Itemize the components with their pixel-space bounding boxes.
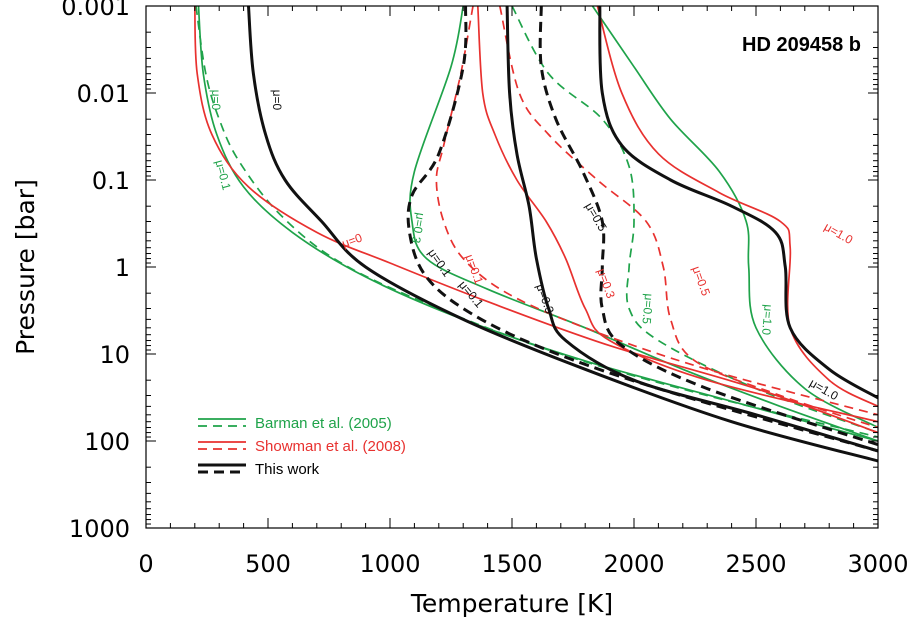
series-line-showman-7 (476, 6, 878, 423)
curve-label-showman: μ=1.0 (822, 220, 856, 248)
curve-label-this-work: μ=0.1 (456, 278, 487, 311)
x-tick-label: 2000 (603, 550, 664, 578)
legend: Barman et al. (2005) Showman et al. (2008… (198, 415, 406, 478)
series-line-this-work-14 (598, 6, 878, 400)
series-line-showman-6 (435, 6, 878, 416)
curve-label-this-work: μ=0.3 (533, 282, 557, 316)
curve-label-this-work: μ=1.0 (807, 376, 841, 404)
curve-label-barman: μ=0.1 (212, 158, 234, 191)
curve-label-barman: μ=0.5 (639, 293, 656, 325)
series-line-showman-9 (596, 6, 878, 408)
series-line-showman-8 (498, 6, 878, 429)
curve-labels: μ=0μ=0.1μ=0.3μ=0.5 μ=1.0μ=0μ=0.1 μ=0.3 μ=0.… (209, 90, 856, 404)
x-tick-label: 3000 (847, 550, 908, 578)
curve-label-showman: μ=0 (340, 230, 364, 250)
legend-label: This work (255, 461, 320, 478)
series-line-barman-1 (195, 6, 878, 438)
y-tick-label: 0.001 (61, 0, 130, 21)
curve-label-this-work: μ=0.5 (582, 200, 610, 234)
series-line-barman-4 (591, 6, 878, 429)
series-line-this-work-10 (247, 6, 878, 463)
x-tick-label: 1000 (359, 550, 420, 578)
y-tick-label: 0.01 (77, 80, 130, 108)
curve-label-showman: μ=0.5 (689, 264, 713, 298)
curve-label-showman: μ=0.3 (594, 267, 618, 301)
x-axis-label: Temperature [K] (410, 589, 613, 618)
curve-label-barman: μ=0.3 (409, 212, 428, 245)
series-line-barman-2 (409, 6, 878, 442)
y-tick-label: 1 (115, 254, 130, 282)
curve-label-barman: μ=1.0 (759, 304, 776, 336)
y-tick-label: 10 (99, 341, 130, 369)
legend-label: Barman et al. (2005) (255, 415, 392, 432)
legend-label: Showman et al. (2008) (255, 438, 406, 455)
y-tick-label: 1000 (69, 515, 130, 543)
series-line-barman-3 (511, 6, 878, 434)
curve-label-this-work: μ=0 (270, 90, 284, 111)
curve-label-barman: μ=0 (209, 90, 223, 111)
chart-title: HD 209458 b (742, 34, 861, 56)
x-tick-label: 500 (245, 550, 291, 578)
curve-label-this-work: μ=0.1 (425, 246, 454, 279)
x-tick-label: 1500 (481, 550, 542, 578)
series-line-this-work-12 (505, 6, 878, 453)
y-axis-label: Pressure [bar] (11, 179, 40, 355)
axes: 0 500 1000 1500 2000 2500 3000 0.001 0.01 0.1 1 10 1… (61, 0, 908, 578)
series-line-showman-5 (193, 6, 878, 434)
x-tick-label: 0 (138, 550, 153, 578)
y-tick-label: 0.1 (92, 167, 130, 195)
plot-curves (193, 6, 878, 463)
series-line-this-work-13 (538, 6, 878, 447)
y-tick-label: 100 (84, 428, 130, 456)
x-tick-label: 2500 (725, 550, 786, 578)
